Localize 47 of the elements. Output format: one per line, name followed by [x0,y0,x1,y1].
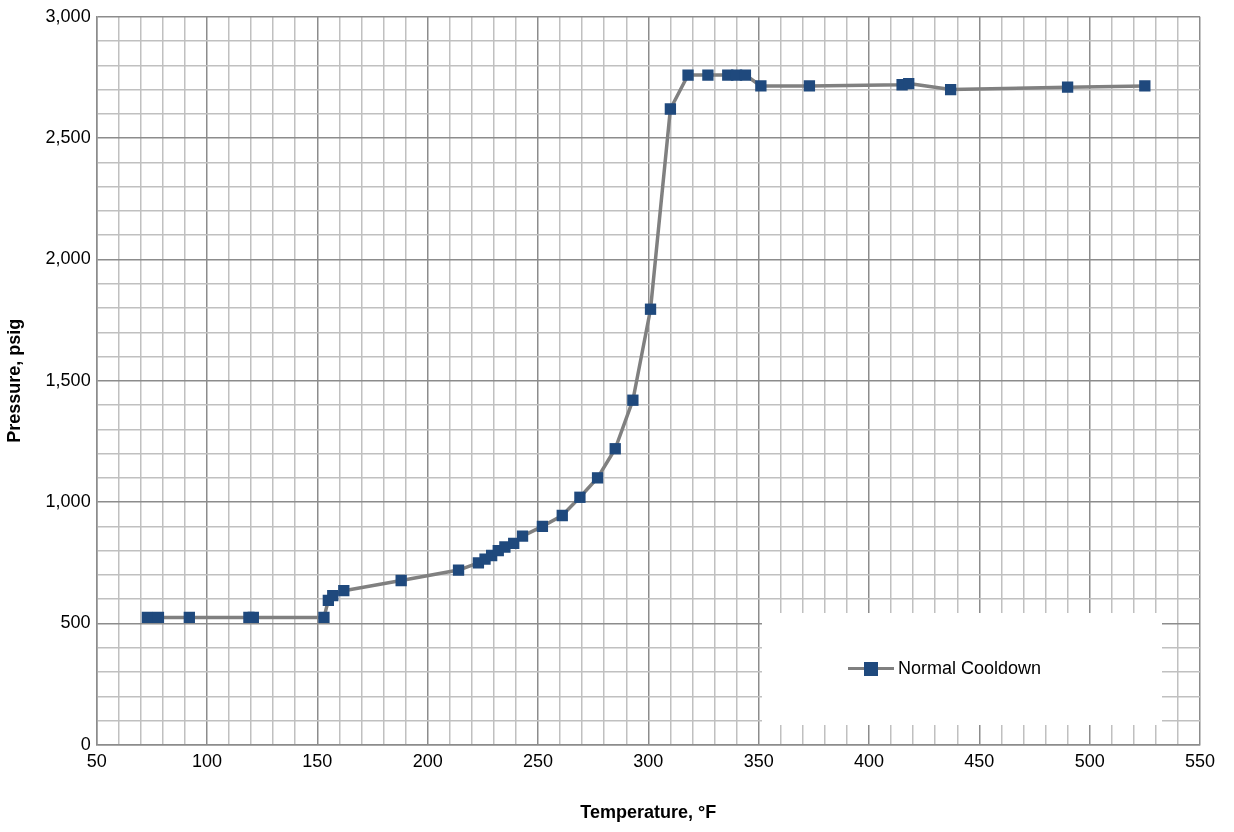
y-tick-label: 1,500 [45,369,91,390]
point [682,69,694,81]
point [627,394,639,406]
point [944,83,957,96]
x-tick-label: 150 [302,750,333,771]
point [338,585,350,597]
y-tick-label: 2,500 [45,127,91,148]
point [591,472,604,484]
point [903,77,915,90]
point [1061,81,1074,93]
y-tick-label: 500 [60,612,91,633]
point [803,80,816,92]
point [395,574,407,587]
point [183,611,195,624]
point [609,443,621,455]
point [452,564,465,576]
x-axis-title: Temperature, °F [580,802,717,823]
point [516,530,529,542]
point [664,103,677,115]
legend-panel: Normal Cooldown [762,612,1162,725]
x-tick-label: 450 [964,750,995,771]
point [644,303,657,315]
point [755,80,767,92]
point [318,611,330,624]
legend-label: Normal Cooldown [898,658,1042,680]
y-tick-label: 2,000 [45,248,91,269]
x-tick-label: 350 [743,750,774,771]
point [702,69,714,81]
y-tick-label: 1,000 [45,491,91,512]
point [739,69,752,81]
x-tick-label: 500 [1074,750,1105,771]
y-axis-title: Pressure, psig [3,318,24,443]
x-tick-label: 100 [191,750,222,771]
point [152,611,165,624]
point [247,611,259,624]
point [556,509,568,522]
x-tick-label: 300 [633,750,664,771]
point [574,491,586,503]
x-tick-label: 400 [853,750,885,771]
x-tick-label: 200 [412,750,443,771]
point [327,589,339,602]
y-tick-label: 3,000 [45,5,91,26]
point [536,520,549,533]
x-tick-label: 250 [522,750,554,771]
point [1139,80,1151,92]
point [141,611,154,624]
x-tick-label: 550 [1184,750,1216,771]
